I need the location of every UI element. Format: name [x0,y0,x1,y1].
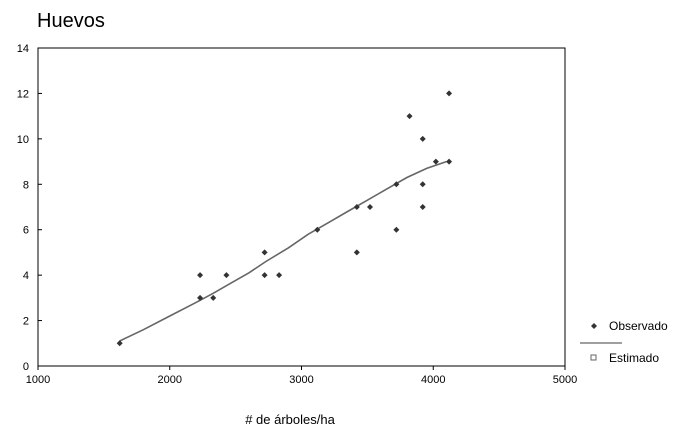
observado-point [261,272,268,279]
x-tick-label: 1000 [26,374,50,386]
observado-points [116,90,453,347]
observado-point [197,294,204,301]
y-tick-label: 6 [23,225,29,237]
estimado-line [119,160,447,342]
observado-point [446,158,453,165]
observado-point [210,294,217,301]
observado-point [223,272,230,279]
y-tick-label: 10 [17,134,29,146]
y-tick-label: 12 [17,88,29,100]
legend-estimado-marker [590,354,597,361]
legend-observado-label: Observado [609,319,668,333]
y-tick-label: 0 [23,361,29,373]
observado-point [367,204,374,210]
observado-point [314,226,321,233]
observado-point [446,90,453,97]
x-axis-label: # de árboles/ha [245,412,335,427]
observado-point [261,249,268,256]
observado-point [116,340,123,347]
observado-point [276,272,283,279]
y-axis: 0 2 4 6 8 10 12 14 [17,43,42,373]
observado-point [419,204,426,210]
observado-point [393,181,400,188]
y-tick-label: 14 [17,43,29,55]
observado-point [197,272,204,279]
chart-title: Huevos [37,10,105,32]
observado-point [353,249,360,256]
observado-point [393,226,400,233]
x-tick-label: 5000 [553,374,577,386]
observado-point [419,135,426,142]
y-tick-label: 2 [23,316,29,328]
observado-point [432,158,439,165]
x-tick-label: 4000 [421,374,445,386]
y-tick-label: 8 [23,179,29,191]
x-axis: 1000 2000 3000 4000 5000 [26,366,577,386]
observado-point [406,113,413,120]
y-tick-label: 4 [23,270,29,282]
observado-point [353,204,360,210]
x-tick-label: 2000 [158,374,182,386]
plot-area [37,47,566,367]
legend-observado-marker [591,323,597,329]
observado-point [419,181,426,188]
legend: Observado Estimado [580,319,668,365]
x-tick-label: 3000 [289,374,313,386]
legend-estimado-label: Estimado [609,351,659,365]
